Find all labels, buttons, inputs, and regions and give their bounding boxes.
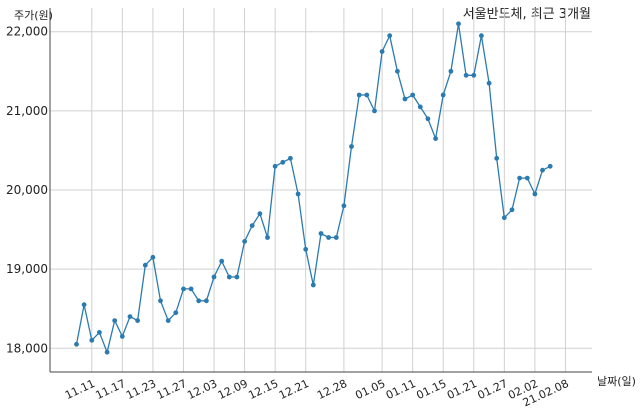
data-point (318, 231, 324, 236)
data-point (288, 155, 293, 161)
data-point (188, 286, 194, 292)
x-tick-label: 11.17 (94, 377, 128, 402)
data-point (181, 286, 186, 292)
x-tick-label: 01.27 (476, 377, 510, 402)
x-axis-label: 날짜(일) (597, 374, 636, 388)
data-point (402, 96, 408, 102)
data-point (509, 207, 515, 213)
y-tick-label: 18,000 (6, 341, 48, 355)
x-tick-label: 12.09 (216, 377, 250, 402)
data-point (158, 298, 163, 304)
data-point (387, 33, 393, 39)
data-point (242, 239, 248, 244)
y-tick-label: 22,000 (6, 25, 48, 39)
grid (50, 8, 592, 372)
data-point (425, 116, 431, 122)
data-point (249, 223, 255, 229)
data-point (356, 92, 362, 98)
data-point (417, 104, 423, 110)
data-point (517, 175, 522, 181)
x-tick-label: 12.03 (185, 377, 219, 402)
data-point (219, 258, 225, 264)
data-point (204, 298, 209, 304)
data-point (81, 302, 87, 308)
data-point (486, 80, 492, 86)
data-point (547, 163, 553, 169)
data-point (265, 235, 270, 240)
x-tick-label: 01.21 (445, 377, 479, 402)
data-point (395, 68, 400, 74)
data-point (471, 72, 477, 78)
data-point (211, 274, 217, 280)
chart-title: 서울반도체, 최근 3개월 (463, 7, 591, 22)
data-point (150, 254, 156, 260)
data-point (119, 334, 125, 339)
data-point (234, 274, 240, 280)
data-point (280, 159, 286, 165)
data-point (127, 314, 133, 319)
y-tick-label: 20,000 (6, 183, 48, 197)
data-point (112, 318, 118, 323)
x-tick-labels: 11.1111.1711.2311.2712.0312.0912.1512.21… (63, 377, 571, 409)
data-point (272, 163, 278, 169)
x-tick-label: 01.15 (414, 377, 448, 402)
data-point (226, 274, 232, 280)
data-point (341, 203, 347, 209)
x-tick-label: 11.11 (63, 377, 97, 402)
series-line (75, 23, 551, 355)
data-point (524, 175, 530, 181)
data-point (379, 49, 385, 54)
data-point (142, 262, 148, 268)
x-tick-label: 11.27 (155, 377, 189, 402)
x-tick-label: 12.28 (315, 377, 349, 402)
y-tick-label: 19,000 (6, 262, 48, 276)
data-point (532, 191, 538, 197)
x-tick-label: 12.21 (277, 377, 311, 402)
x-tick-label: 12.15 (246, 377, 280, 402)
data-point (440, 92, 446, 98)
data-point (501, 215, 507, 221)
data-point (310, 282, 316, 288)
data-point (333, 235, 339, 240)
data-point (135, 318, 141, 323)
data-point (104, 349, 110, 355)
data-point (295, 191, 301, 197)
data-point (364, 92, 370, 98)
data-point (540, 167, 545, 173)
data-point (89, 337, 95, 343)
data-point (456, 21, 461, 27)
data-point (433, 136, 438, 142)
x-tick-label: 11.23 (124, 377, 158, 402)
data-point (196, 298, 202, 304)
data-point (448, 68, 454, 74)
y-tick-label: 21,000 (6, 104, 48, 118)
data-point (303, 246, 309, 252)
data-point (74, 341, 79, 347)
y-tick-labels: 18,000 19,000 20,000 21,000 22,000 (6, 25, 48, 356)
data-point (326, 235, 331, 240)
data-point (173, 310, 179, 316)
axes (49, 8, 592, 373)
data-point (494, 155, 500, 161)
x-tick-label: 01.05 (353, 377, 387, 402)
data-point (165, 318, 171, 323)
data-point (349, 144, 354, 149)
series-price (74, 21, 553, 355)
data-point (97, 330, 102, 335)
data-point (479, 33, 484, 39)
x-tick-label: 01.11 (384, 377, 418, 402)
y-axis-label: 주가(원) (14, 9, 53, 22)
data-point (463, 72, 469, 78)
data-point (372, 108, 377, 114)
data-point (410, 92, 416, 98)
data-point (257, 211, 263, 217)
